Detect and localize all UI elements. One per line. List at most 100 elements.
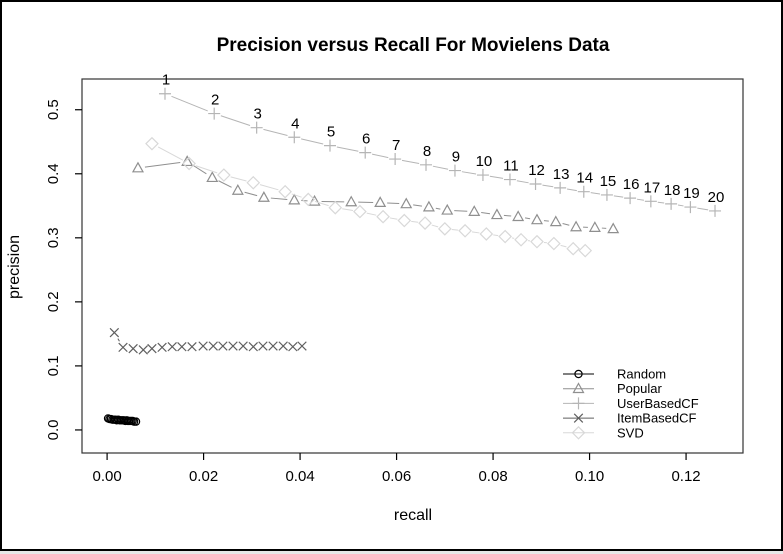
marker-userbasedcf [251, 122, 263, 134]
point-number-label: 20 [708, 189, 725, 206]
series-Random [104, 415, 139, 425]
marker-popular [532, 215, 542, 224]
marker-svd [459, 225, 471, 237]
series-UserBasedCF [159, 88, 721, 217]
series-line-segment [436, 208, 441, 209]
marker-userbasedcf [624, 192, 636, 204]
series-line-segment [433, 166, 448, 169]
series-line-segment [678, 205, 683, 206]
marker-itembasedcf [249, 342, 258, 351]
point-number-label: 17 [644, 179, 661, 196]
x-tick-label: 0.00 [92, 468, 121, 485]
point-number-label: 6 [362, 131, 370, 148]
legend-entry-random: Random [563, 367, 666, 382]
marker-popular [259, 192, 269, 201]
series-line-segment [472, 232, 479, 233]
legend-label: ItemBasedCF [617, 411, 697, 426]
series-line-segment [452, 230, 458, 231]
marker-userbasedcf [645, 195, 657, 207]
point-number-label: 7 [392, 137, 400, 154]
marker-svd [419, 217, 431, 229]
series-line-segment [342, 209, 353, 211]
series-SVD [146, 138, 591, 257]
series-line-segment [171, 96, 207, 111]
marker-svd [548, 238, 560, 250]
marker-svd [579, 245, 591, 257]
marker-itembasedcf [148, 344, 157, 353]
legend-marker-triangle-icon [574, 384, 584, 393]
marker-popular [346, 197, 356, 206]
series-Popular [133, 156, 618, 232]
marker-userbasedcf [389, 153, 401, 165]
series-line-segment [454, 211, 467, 212]
point-number-label: 5 [327, 124, 335, 141]
series-line-segment [411, 221, 418, 222]
marker-popular [442, 205, 452, 214]
x-axis-label: recall [394, 507, 432, 524]
point-number-label: 10 [476, 153, 493, 170]
marker-svd [218, 169, 230, 181]
point-number-label: 9 [452, 149, 460, 166]
marker-itembasedcf [229, 342, 238, 351]
point-number-label: 11 [503, 158, 519, 175]
x-tick-label: 0.06 [382, 468, 411, 485]
x-tick-label: 0.12 [671, 468, 700, 485]
marker-popular [207, 172, 217, 181]
series-line-segment [504, 215, 511, 216]
marker-svd [567, 243, 579, 255]
marker-userbasedcf [208, 108, 220, 120]
marker-popular [590, 222, 600, 231]
marker-itembasedcf [209, 342, 218, 351]
series-line-segment [219, 181, 232, 188]
marker-userbasedcf [324, 140, 336, 152]
legend-marker-plus-icon [573, 397, 585, 409]
series-line-segment [493, 235, 498, 236]
point-number-label: 19 [683, 185, 700, 202]
series-line-segment [481, 213, 490, 214]
point-number-label: 8 [423, 143, 431, 160]
marker-itembasedcf [178, 342, 187, 351]
marker-userbasedcf [477, 169, 489, 181]
series-ItemBasedCF [110, 328, 306, 354]
series-line-segment [337, 147, 358, 151]
legend-entry-popular: Popular [563, 381, 662, 396]
marker-itembasedcf [259, 342, 268, 351]
marker-svd [146, 138, 158, 150]
series-line-segment [542, 185, 553, 187]
marker-itembasedcf [199, 342, 208, 351]
marker-itembasedcf [110, 328, 119, 337]
series-line-segment [462, 172, 476, 174]
marker-svd [480, 228, 492, 240]
series-line-segment [402, 160, 419, 163]
marker-userbasedcf [578, 186, 590, 198]
series-line-segment [591, 193, 600, 194]
point-number-label: 15 [600, 173, 617, 190]
legend-label: SVD [617, 425, 644, 440]
marker-svd [515, 234, 527, 246]
marker-popular [492, 210, 502, 219]
marker-userbasedcf [288, 131, 300, 143]
x-tick-label: 0.10 [575, 468, 604, 485]
series-line-segment [614, 196, 623, 197]
legend-entry-userbasedcf: UserBasedCF [563, 396, 699, 411]
y-tick-label: 0.4 [45, 163, 62, 184]
point-number-label: 2 [211, 92, 219, 109]
marker-userbasedcf [420, 159, 432, 171]
series-line-segment [490, 176, 503, 178]
marker-userbasedcf [159, 88, 171, 100]
marker-userbasedcf [530, 178, 542, 190]
marker-userbasedcf [554, 182, 566, 194]
marker-itembasedcf [279, 342, 288, 351]
legend-label: Popular [617, 381, 662, 396]
y-tick-label: 0.3 [45, 227, 62, 248]
marker-popular [375, 197, 385, 206]
series-line-segment [413, 205, 422, 206]
point-number-label: 18 [664, 182, 681, 199]
chart-title: Precision versus Recall For Movielens Da… [217, 35, 610, 56]
marker-popular [608, 224, 618, 233]
marker-svd [279, 186, 291, 198]
marker-userbasedcf [684, 201, 696, 213]
